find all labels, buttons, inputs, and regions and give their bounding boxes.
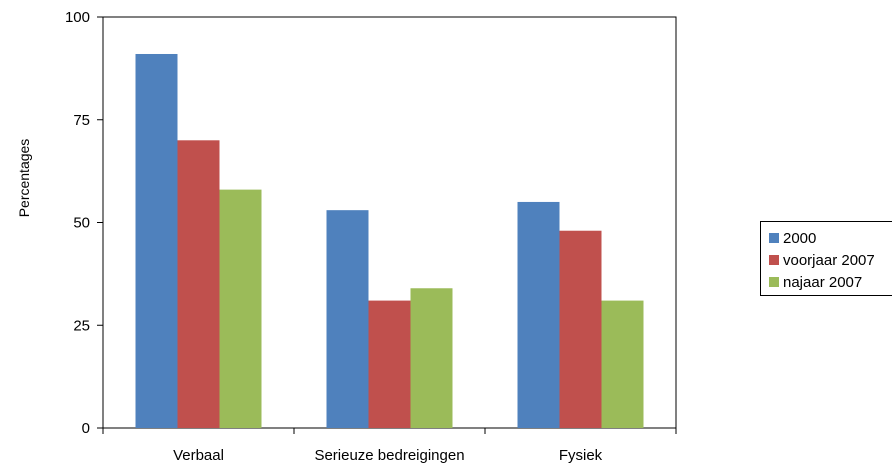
x-axis: Verbaal Serieuze bedreigingen Fysiek [102,428,677,464]
x-category-label: Serieuze bedreigingen [314,447,464,464]
bar-fysiek-najaar-2007 [601,300,644,428]
y-axis: 0 25 50 75 100 [65,9,103,437]
bar-serieuze-bedreigingen-voorjaar-2007 [368,300,411,428]
chart-legend: 2000 voorjaar 2007 najaar 2007 [760,221,892,296]
x-category-label: Fysiek [559,447,603,464]
legend-label-voorjaar-2007: voorjaar 2007 [783,251,875,269]
legend-swatch-najaar-2007 [769,277,779,287]
bar-fysiek-2000 [517,201,560,428]
legend-item-voorjaar-2007: voorjaar 2007 [769,250,875,270]
legend-label-najaar-2007: najaar 2007 [783,273,863,291]
legend-swatch-2000 [769,233,779,243]
y-tick-label: 0 [82,420,90,437]
legend-item-najaar-2007: najaar 2007 [769,272,862,292]
legend-label-2000: 2000 [783,229,817,247]
legend-swatch-voorjaar-2007 [769,255,779,265]
y-tick-label: 50 [73,215,90,232]
y-tick-label: 25 [73,317,90,334]
bar-verbaal-voorjaar-2007 [177,140,220,429]
y-tick-label: 75 [73,112,90,129]
y-axis-title: Percentages [16,139,32,218]
y-tick-label: 100 [65,9,90,26]
legend-item-2000: 2000 [769,228,816,248]
bar-serieuze-bedreigingen-najaar-2007 [410,288,453,428]
x-category-label: Verbaal [173,447,224,464]
bar-serieuze-bedreigingen-2000 [326,210,369,428]
bar-verbaal-najaar-2007 [219,189,262,428]
bar-fysiek-voorjaar-2007 [559,230,602,428]
bars-group [135,53,644,429]
bar-verbaal-2000 [135,53,178,429]
